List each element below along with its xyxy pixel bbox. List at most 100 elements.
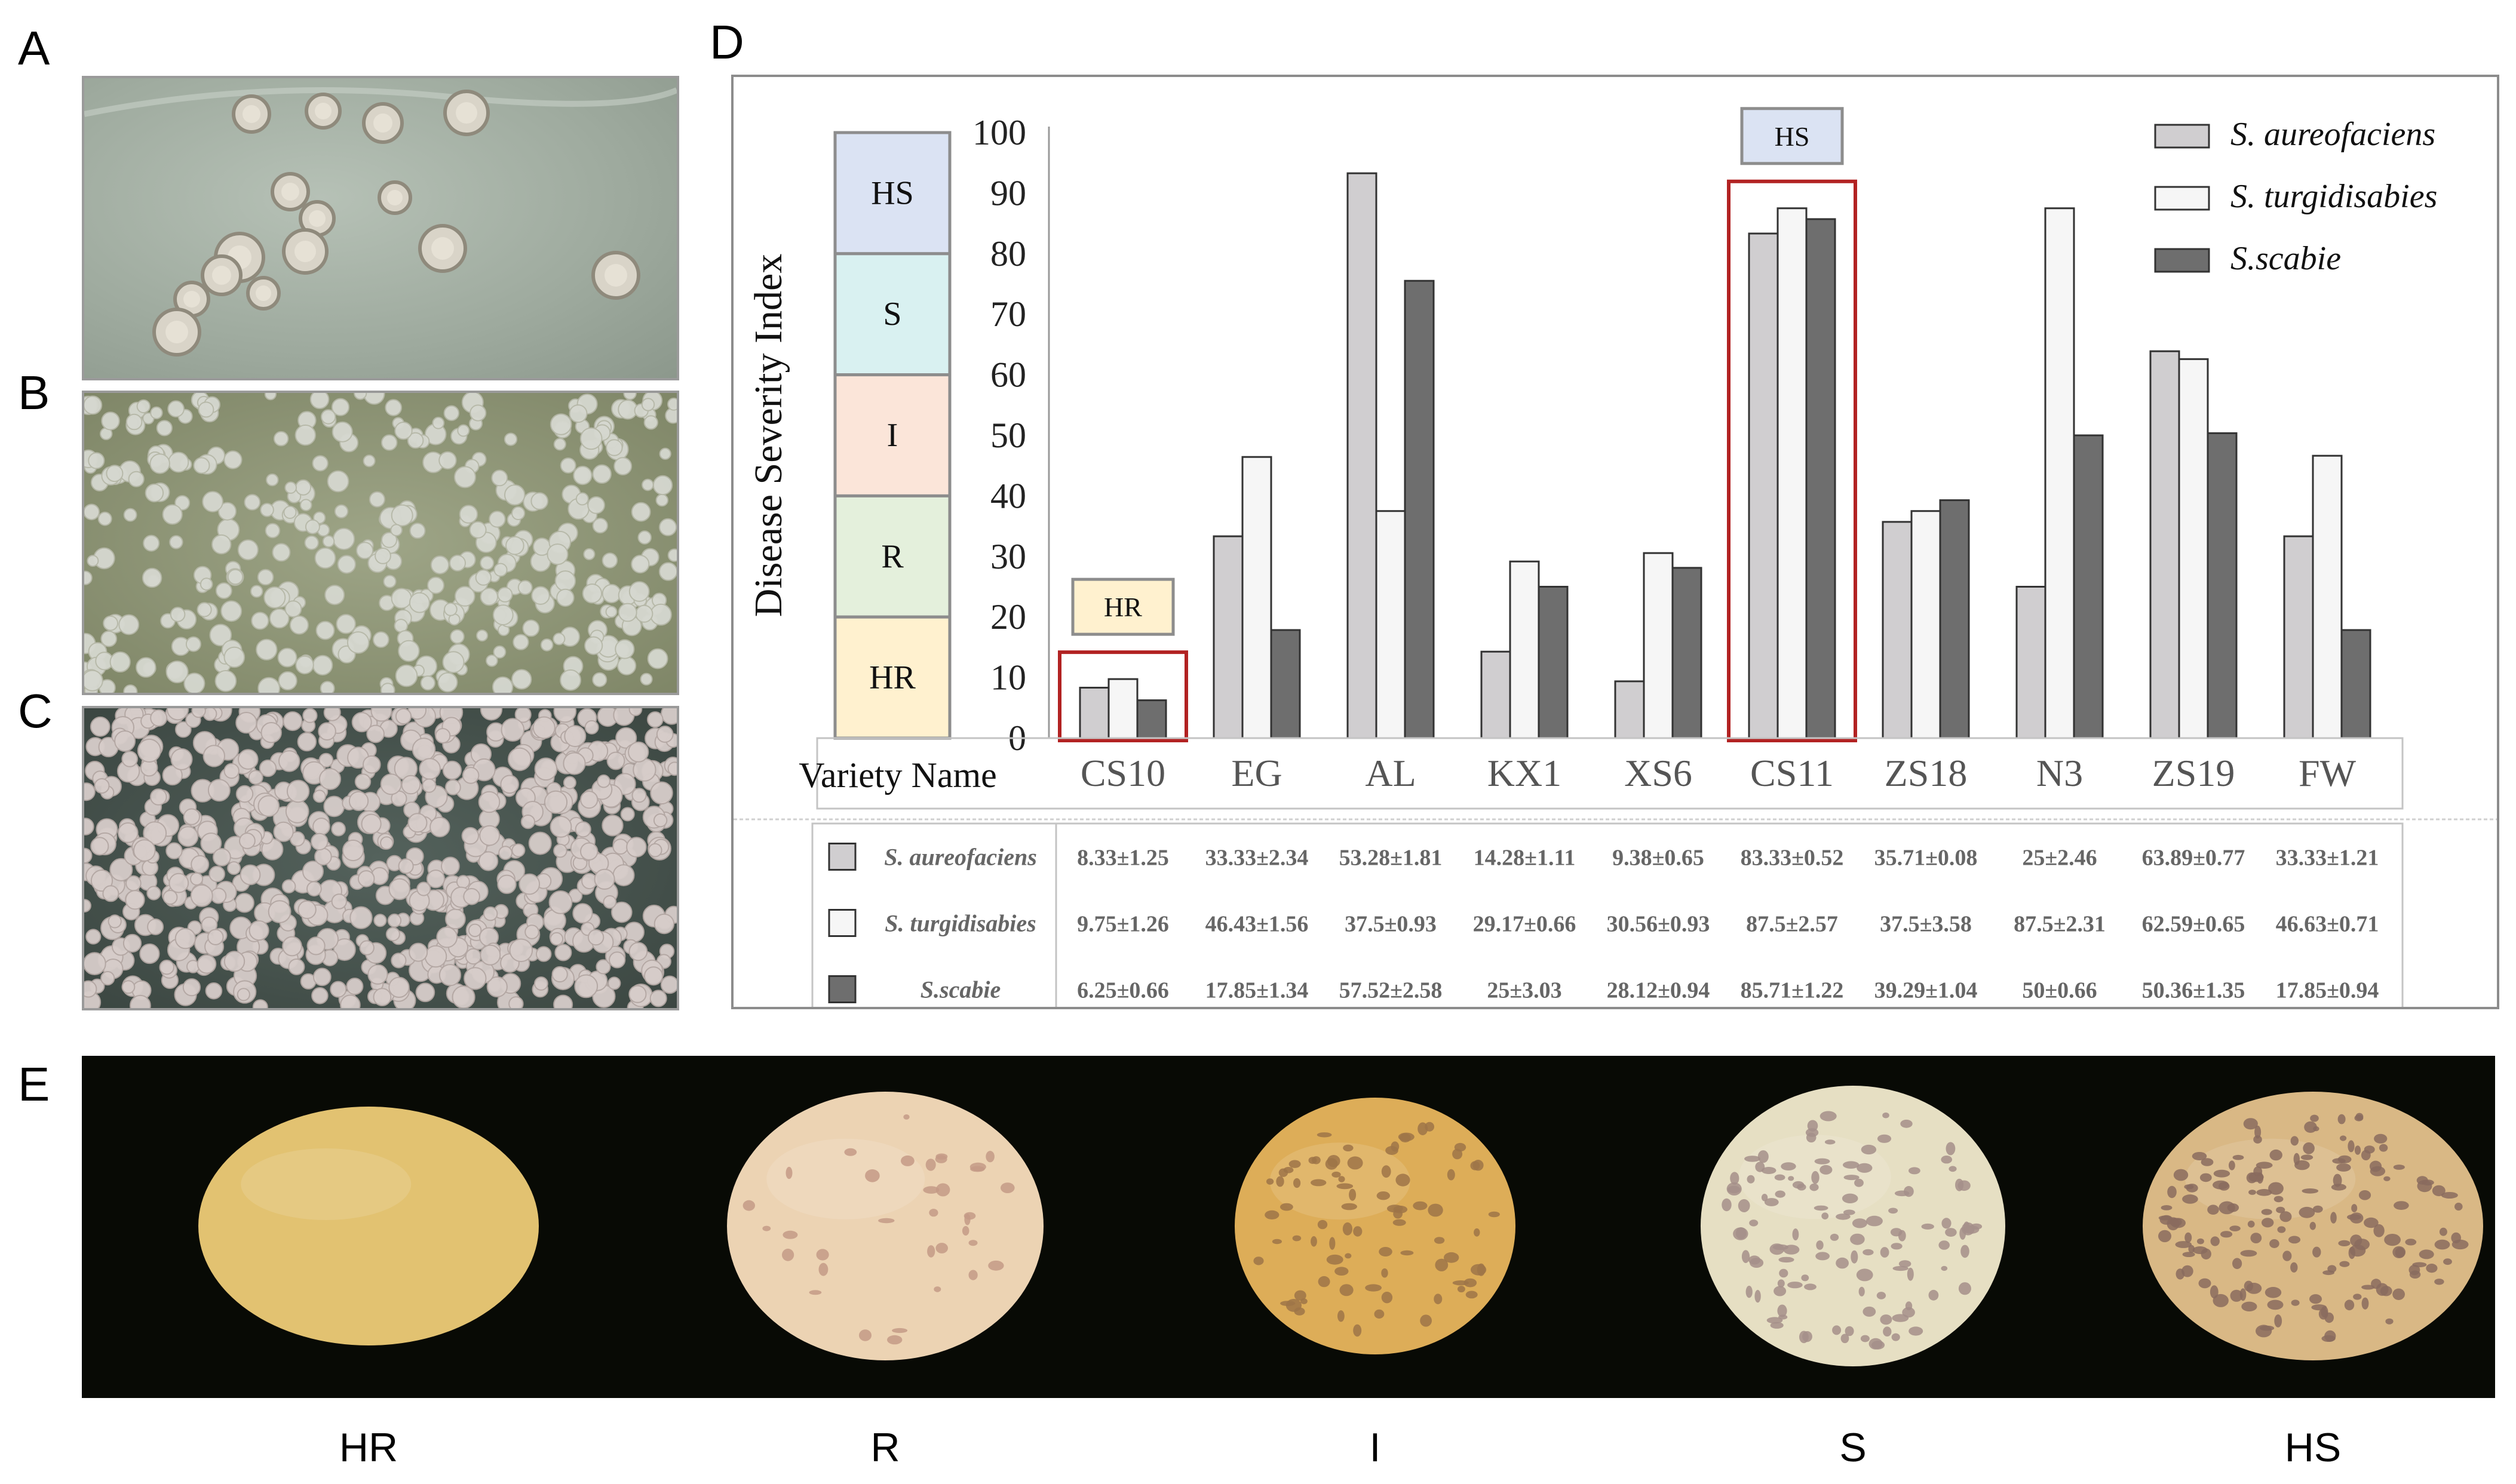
x-axis: Variety Name CS10 EG AL KX1 XS6 CS11 ZS18 N3 ZS19… xyxy=(799,737,2404,810)
colony xyxy=(528,831,552,855)
potato-tuber-i xyxy=(1235,1098,1515,1354)
bar xyxy=(1404,279,1435,739)
table-cell: 9.75±1.26 xyxy=(1077,912,1169,937)
highlight-tag-label: HR xyxy=(1104,592,1142,622)
colony xyxy=(251,612,269,630)
scab-lesion xyxy=(1745,1286,1753,1298)
scab-lesion xyxy=(2277,1226,2286,1233)
colony xyxy=(398,858,414,874)
scale-label-hs: HS xyxy=(871,174,914,211)
colony xyxy=(330,981,347,998)
colony xyxy=(170,607,186,622)
colony xyxy=(333,938,356,961)
scab-lesion xyxy=(818,1262,829,1276)
bar xyxy=(1375,510,1406,739)
colony xyxy=(594,868,615,890)
colony xyxy=(631,502,651,522)
scab-lesion xyxy=(1946,1142,1956,1156)
colony xyxy=(479,825,500,846)
colony xyxy=(438,964,462,987)
colony xyxy=(553,708,577,723)
colony xyxy=(465,948,482,965)
scab-lesion xyxy=(1957,1180,1971,1191)
scab-lesion xyxy=(2182,1252,2195,1257)
colony xyxy=(202,745,226,767)
colony xyxy=(395,708,412,725)
colony xyxy=(554,570,576,592)
colony xyxy=(412,738,436,761)
tuber-highlight xyxy=(2185,1138,2356,1219)
colony xyxy=(530,492,549,510)
scab-lesion xyxy=(1905,1301,1913,1311)
colony xyxy=(273,821,294,842)
scab-lesion xyxy=(1288,1160,1301,1168)
colony xyxy=(667,397,677,411)
scab-lesion xyxy=(1909,1326,1923,1336)
culture-plate-photo-b xyxy=(82,391,679,695)
bar xyxy=(2149,350,2180,739)
colony xyxy=(500,775,520,794)
colony xyxy=(569,404,588,423)
scale-label-r: R xyxy=(881,538,904,575)
scab-lesion xyxy=(2161,1205,2173,1210)
colony xyxy=(398,640,420,662)
scab-lesion xyxy=(1749,1219,1759,1227)
colony-center xyxy=(212,266,231,285)
scab-lesion xyxy=(1792,1181,1805,1189)
tuber-caption-hr: HR xyxy=(339,1425,398,1470)
scale-band-i xyxy=(833,373,952,497)
colony xyxy=(375,548,391,564)
colony xyxy=(592,518,608,534)
scab-lesion xyxy=(2175,1241,2192,1248)
colony xyxy=(311,832,329,851)
scab-lesion xyxy=(1001,1182,1015,1193)
colony xyxy=(550,932,564,946)
colony xyxy=(295,479,312,496)
bar xyxy=(2015,586,2046,739)
scale-label-s: S xyxy=(883,296,901,333)
colony xyxy=(174,927,197,950)
scab-lesion xyxy=(2253,1135,2262,1144)
colony-center xyxy=(183,291,200,308)
scab-lesion xyxy=(1308,1157,1317,1164)
colony xyxy=(237,988,250,1001)
y-tick-label: 20 xyxy=(990,597,1026,637)
colony xyxy=(534,976,548,991)
y-axis-title: Disease Severity Index xyxy=(747,254,790,617)
x-tick-label: CS10 xyxy=(1081,752,1165,794)
colony xyxy=(248,770,263,785)
colony xyxy=(346,978,364,996)
colony xyxy=(391,588,412,609)
colony xyxy=(191,855,210,874)
colony xyxy=(504,484,526,506)
panel-label-e: E xyxy=(18,1058,50,1111)
scab-lesion xyxy=(783,1230,798,1239)
table-row-label: S. turgidisabies xyxy=(885,910,1036,937)
colony xyxy=(259,759,277,778)
colony xyxy=(289,615,309,635)
scab-lesion xyxy=(2302,1188,2319,1194)
legend-swatch xyxy=(2154,124,2210,149)
colony xyxy=(597,774,610,788)
scab-lesion xyxy=(1417,1122,1428,1135)
colony xyxy=(556,588,575,607)
scab-lesion xyxy=(1778,1256,1794,1263)
colony xyxy=(583,548,596,560)
scab-lesion xyxy=(2232,1154,2244,1160)
scab-lesion xyxy=(1381,1268,1388,1278)
colony xyxy=(237,539,259,561)
colony xyxy=(306,881,322,897)
scab-lesion xyxy=(2210,1236,2220,1246)
colony xyxy=(122,933,142,953)
scab-lesion xyxy=(2405,1239,2417,1246)
scab-lesion xyxy=(2243,1118,2258,1130)
colony xyxy=(84,818,94,835)
colony xyxy=(114,730,136,752)
colony xyxy=(260,722,282,743)
colony xyxy=(97,511,112,526)
colony xyxy=(628,942,648,961)
scab-lesion xyxy=(1447,1169,1455,1181)
scab-lesion xyxy=(2333,1173,2342,1187)
y-tick-label: 80 xyxy=(990,234,1026,274)
scab-lesion xyxy=(1434,1237,1445,1244)
